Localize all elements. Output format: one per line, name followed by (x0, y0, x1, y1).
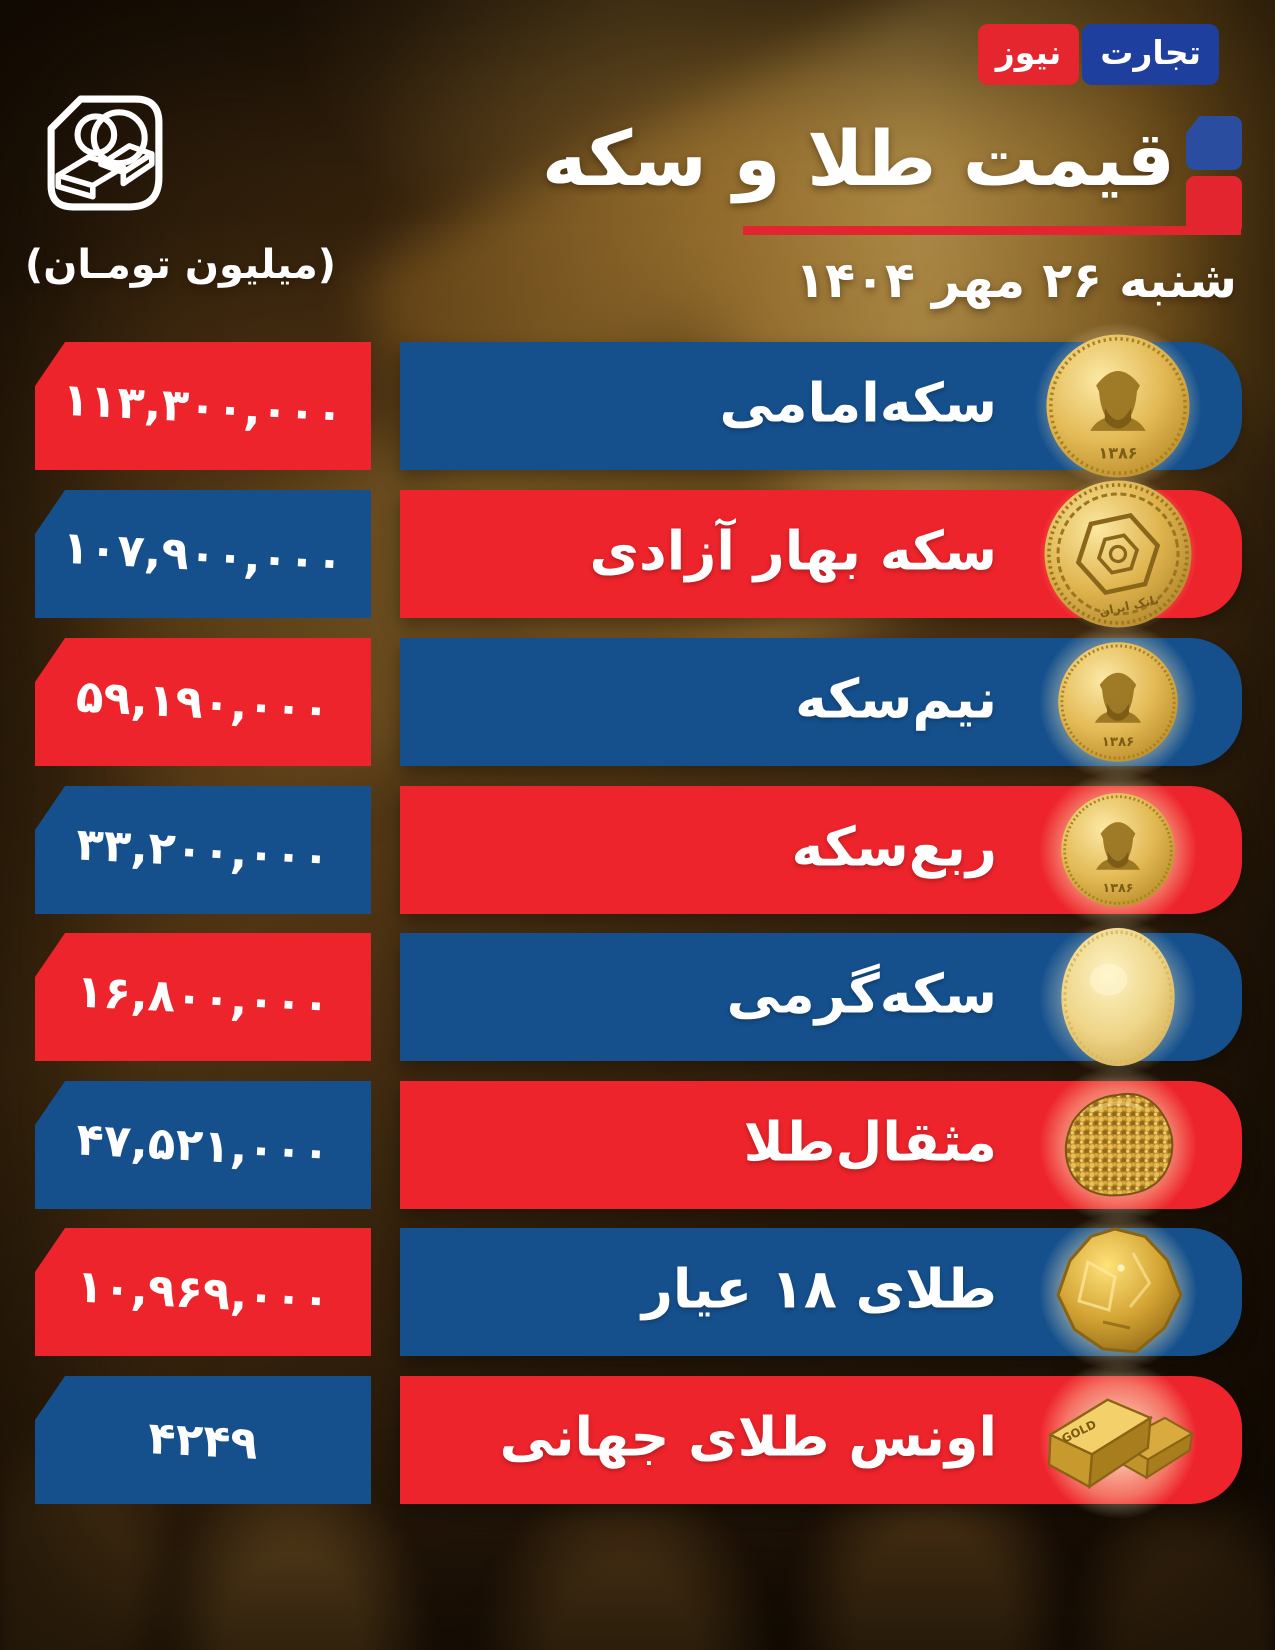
row-label: سکه‌گرمی (726, 962, 997, 1026)
gold-ingots-icon: GOLD (1014, 1336, 1222, 1544)
row-label: ربع‌سکه (791, 815, 997, 879)
unit-note: (میلیون تومـان) (24, 242, 337, 288)
row-bar: اونس طلای جهانی GOLD (400, 1336, 1242, 1544)
row-label: اونس طلای جهانی (499, 1405, 997, 1469)
row-label: مثقال‌طلا (743, 1110, 997, 1174)
svg-text:۱۳۸۶: ۱۳۸۶ (1102, 881, 1133, 896)
logo-red-box: نیوز (977, 24, 1080, 85)
price-value-box: ۴۷,۵۲۱,۰۰۰ (35, 1081, 371, 1209)
price-value: ۳۳,۲۰۰,۰۰۰ (74, 816, 332, 884)
price-value-box: ۴۲۴۹ (35, 1376, 371, 1504)
price-value-box: ۱۰,۹۶۹,۰۰۰ (35, 1228, 371, 1356)
title-accent-blue (1186, 116, 1242, 170)
price-value: ۱۰,۹۶۹,۰۰۰ (74, 1258, 332, 1326)
logo-blue-box: تجارت (1082, 24, 1219, 85)
row-label: سکه بهار آزادی (589, 519, 997, 583)
page-title: قیمت طلا و سکه (541, 114, 1175, 203)
row-bar: سکه‌امامی ۱۳۸۶ (400, 296, 1242, 516)
price-value: ۱۱۳,۳۰۰,۰۰۰ (61, 372, 345, 440)
price-value: ۴۷,۵۲۱,۰۰۰ (74, 1111, 332, 1179)
gold-bars-outline-icon (44, 92, 166, 218)
row-label: طلای ۱۸ عیار (641, 1257, 997, 1321)
price-row-emami: سکه‌امامی ۱۳۸۶ ۱۱۳,۳۰۰,۰۰۰ (0, 296, 1275, 516)
price-value: ۴۲۴۹ (146, 1410, 260, 1470)
price-value-box: ۱۶,۸۰۰,۰۰۰ (35, 933, 371, 1061)
tejarat-news-logo: تجارت نیوز (977, 24, 1219, 85)
price-value: ۱۰۷,۹۰۰,۰۰۰ (61, 520, 345, 588)
price-value: ۱۶,۸۰۰,۰۰۰ (74, 963, 332, 1031)
price-value: ۵۹,۱۹۰,۰۰۰ (74, 668, 332, 736)
price-value-box: ۱۱۳,۳۰۰,۰۰۰ (35, 342, 371, 470)
title-underline (743, 226, 1241, 235)
date-text: شنبه ۲۶ مهر ۱۴۰۴ (795, 252, 1237, 309)
row-label: سکه‌امامی (719, 371, 997, 435)
price-value-box: ۳۳,۲۰۰,۰۰۰ (35, 786, 371, 914)
row-label: نیم‌سکه (795, 667, 997, 731)
title-accent-red (1186, 176, 1242, 235)
price-value-box: ۱۰۷,۹۰۰,۰۰۰ (35, 490, 371, 618)
price-row-gold-ounce: اونس طلای جهانی GOLD ۴۲۴۹ (0, 1336, 1275, 1544)
price-value-box: ۵۹,۱۹۰,۰۰۰ (35, 638, 371, 766)
